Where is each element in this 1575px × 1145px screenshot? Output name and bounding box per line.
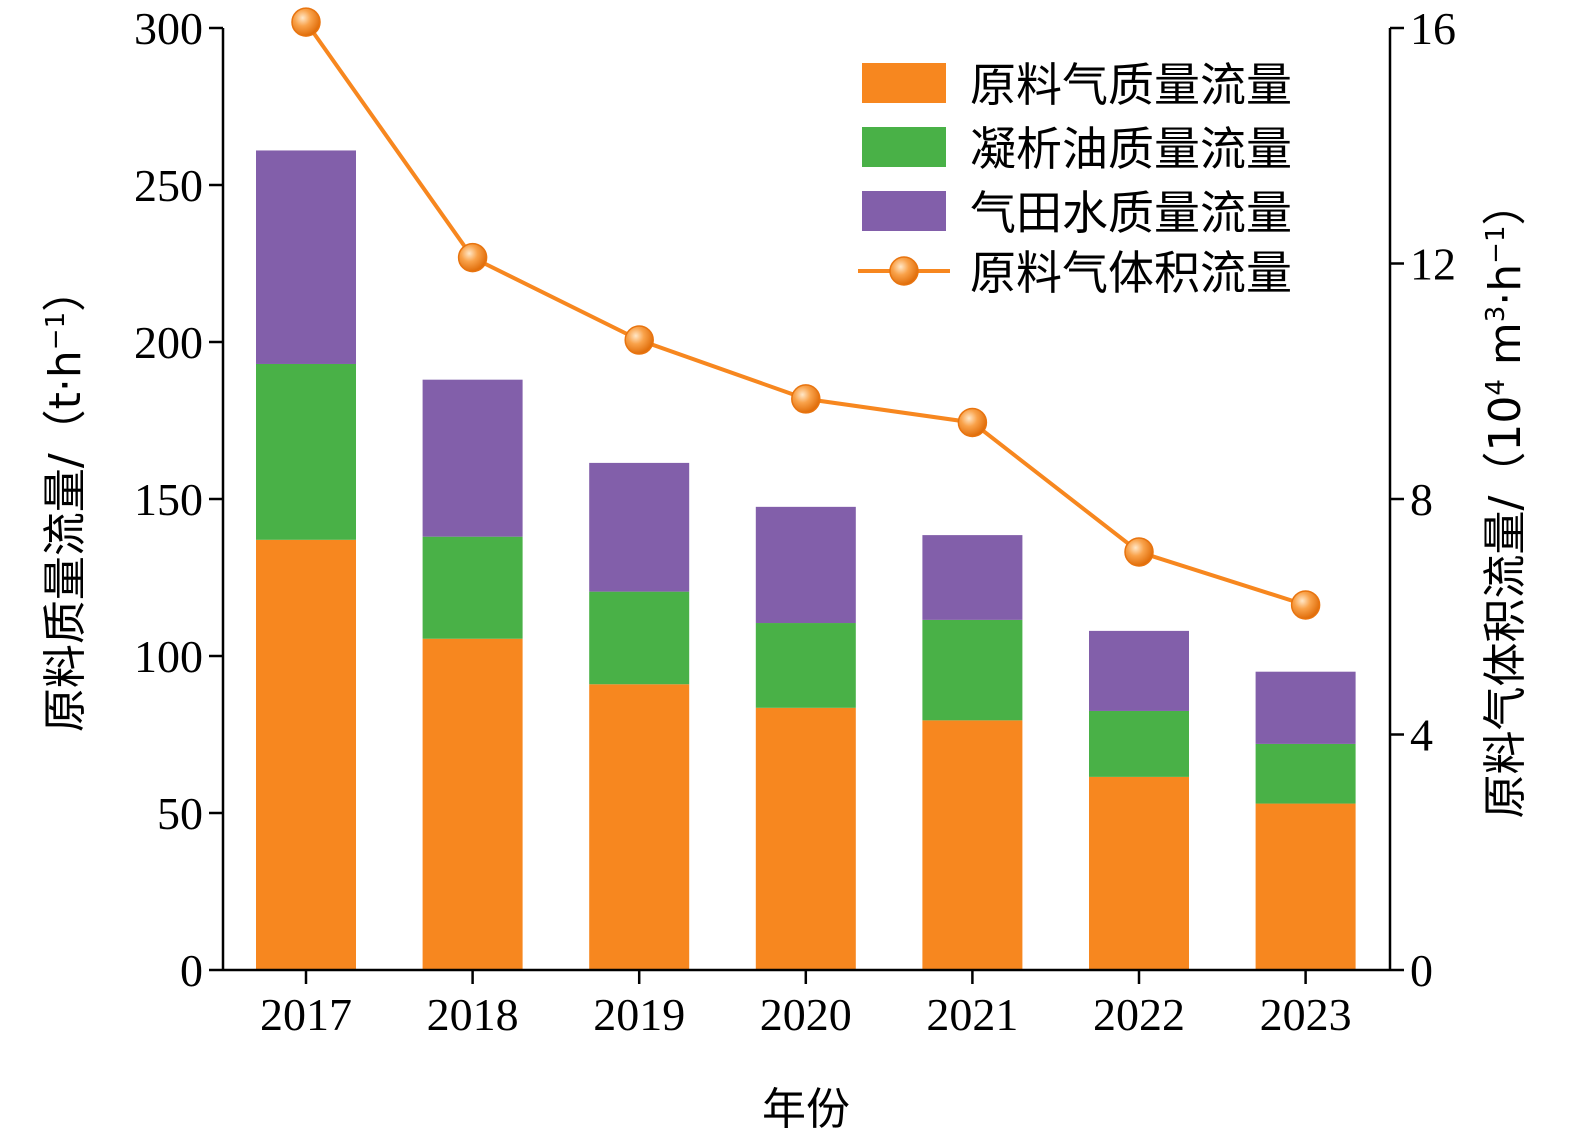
legend-swatch-feed-gas-mass <box>862 63 946 103</box>
bar-condensate-mass-2018 <box>422 536 523 639</box>
x-tick-label: 2021 <box>926 989 1018 1040</box>
bar-field-water-mass-2022 <box>1089 630 1189 711</box>
bar-feed-gas-mass-2023 <box>1255 803 1356 970</box>
legend-label-field-water-mass: 气田水质量流量 <box>970 186 1292 240</box>
left-tick-label: 0 <box>180 945 203 996</box>
legend: 原料气质量流量 凝析油质量流量 气田水质量流量 原料气体积流量 <box>858 58 1292 300</box>
bar-field-water-mass-2020 <box>755 506 856 624</box>
left-tick-label: 100 <box>134 631 203 682</box>
legend-label-condensate-mass: 凝析油质量流量 <box>970 122 1292 176</box>
bar-feed-gas-mass-2021 <box>922 720 1023 970</box>
legend-label-feed-gas-volume: 原料气体积流量 <box>970 246 1292 300</box>
bar-feed-gas-mass-2018 <box>422 638 523 970</box>
left-tick-label: 250 <box>134 160 203 211</box>
line-series <box>291 7 1321 620</box>
legend-marker-sample <box>889 256 919 286</box>
bar-field-water-mass-2021 <box>922 535 1023 620</box>
x-tick-label: 2019 <box>593 989 685 1040</box>
x-tick-label: 2018 <box>427 989 519 1040</box>
bar-field-water-mass-2017 <box>256 150 356 364</box>
bar-feed-gas-mass-2022 <box>1089 776 1189 970</box>
left-y-ticks: 0 50 100 150 200 250 300 <box>134 3 223 996</box>
x-ticks: 2017 2018 2019 2020 2021 2022 2023 <box>260 970 1352 1040</box>
bar-feed-gas-mass-2017 <box>256 539 356 970</box>
bar-condensate-mass-2021 <box>922 619 1023 721</box>
bar-feed-gas-mass-2020 <box>755 707 856 970</box>
left-axis-title: 原料质量流量/（t·h−1） <box>40 268 91 732</box>
x-tick-label: 2022 <box>1093 989 1185 1040</box>
volume-flow-point-2019 <box>624 325 654 355</box>
right-axis-title: 原料气体积流量/（104 m3·h−1） <box>1480 182 1531 819</box>
volume-flow-point-2023 <box>1290 590 1321 620</box>
bar-feed-gas-mass-2019 <box>589 684 690 970</box>
legend-swatch-field-water-mass <box>862 191 946 231</box>
bar-field-water-mass-2018 <box>422 379 523 537</box>
bar-condensate-mass-2019 <box>589 591 690 685</box>
right-tick-label: 12 <box>1410 239 1456 290</box>
right-tick-label: 8 <box>1410 474 1433 525</box>
x-tick-label: 2017 <box>260 989 352 1040</box>
right-tick-label: 4 <box>1410 710 1433 761</box>
left-tick-label: 50 <box>157 788 203 839</box>
volume-flow-point-2022 <box>1124 537 1154 567</box>
left-tick-label: 200 <box>134 317 203 368</box>
volume-flow-point-2017 <box>291 7 321 37</box>
legend-label-feed-gas-mass: 原料气质量流量 <box>970 58 1292 112</box>
right-tick-label: 0 <box>1410 945 1433 996</box>
right-y-ticks: 0 4 8 12 16 <box>1390 3 1456 996</box>
x-tick-label: 2023 <box>1260 989 1352 1040</box>
bar-condensate-mass-2020 <box>755 623 856 708</box>
x-axis-title: 年份 <box>762 1084 850 1135</box>
bar-condensate-mass-2017 <box>256 363 356 540</box>
left-tick-label: 150 <box>134 474 203 525</box>
legend-swatch-condensate-mass <box>862 127 946 167</box>
bar-field-water-mass-2023 <box>1255 671 1356 744</box>
volume-flow-point-2018 <box>457 242 488 273</box>
bar-condensate-mass-2022 <box>1089 710 1189 777</box>
volume-flow-point-2021 <box>957 407 988 438</box>
right-tick-label: 16 <box>1410 3 1456 54</box>
bar-condensate-mass-2023 <box>1255 743 1356 804</box>
bar-group <box>256 150 1356 970</box>
left-tick-label: 300 <box>134 3 203 54</box>
volume-flow-point-2020 <box>791 384 821 414</box>
bar-field-water-mass-2019 <box>589 462 690 592</box>
x-tick-label: 2020 <box>760 989 852 1040</box>
